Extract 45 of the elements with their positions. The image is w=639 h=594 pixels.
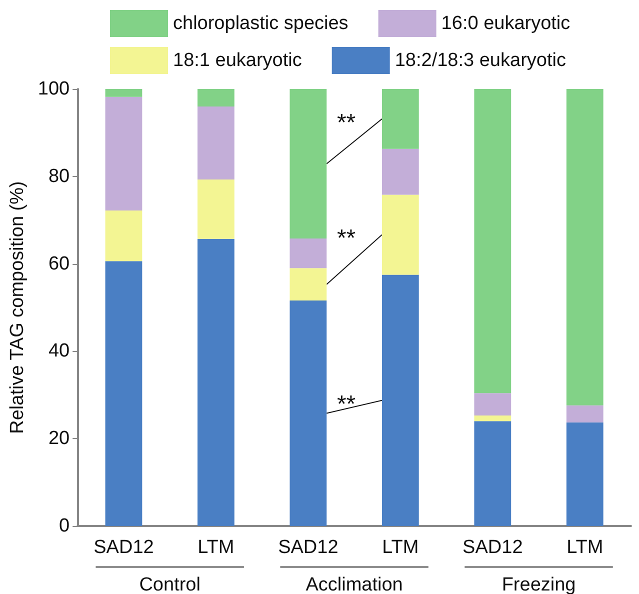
- bar: [105, 210, 142, 262]
- text: Acclimation: [306, 574, 403, 594]
- bar: [382, 89, 419, 149]
- x-tick-label: SAD12: [462, 537, 523, 558]
- bar: [198, 89, 234, 106]
- bar: [290, 268, 327, 301]
- bar: [198, 179, 234, 239]
- y-tick-label: 80: [48, 166, 70, 187]
- bar: [105, 261, 142, 526]
- legend-label: 16:0 eukaryotic: [441, 13, 570, 34]
- bar: [198, 238, 234, 526]
- y-tick-label: 20: [48, 428, 70, 450]
- x-tick-label: LTM: [382, 537, 419, 558]
- legend-label: 18:1 eukaryotic: [173, 50, 302, 71]
- annotation: **: [336, 390, 356, 418]
- bar: [566, 89, 604, 406]
- bar: [474, 89, 512, 394]
- y-tick-label: 100: [38, 78, 70, 100]
- bar: [382, 194, 419, 275]
- bar: [566, 422, 604, 526]
- bar: [198, 106, 234, 180]
- x-tick-label: SAD12: [94, 537, 154, 558]
- y-tick-label: 60: [48, 253, 70, 274]
- x-tick-label: LTM: [198, 537, 234, 558]
- bar: [474, 393, 512, 416]
- annotation: **: [336, 109, 356, 136]
- bar: [474, 415, 512, 422]
- legend-label: 18:2/18:3 eukaryotic: [394, 50, 566, 71]
- y-tick-label: 0: [59, 516, 70, 536]
- bar: [105, 89, 142, 97]
- y-axis-title: Relative TAG composition (%): [7, 181, 28, 434]
- bar: [290, 300, 327, 526]
- text: Control: [139, 574, 200, 594]
- bar: [382, 148, 419, 195]
- x-tick-label: SAD12: [278, 537, 338, 558]
- y-tick-label: 40: [48, 340, 70, 362]
- bar: [566, 405, 604, 422]
- legend-label: chloroplastic species: [173, 13, 348, 34]
- x-tick-label: LTM: [566, 537, 604, 558]
- bar: [474, 421, 512, 526]
- bar: [290, 89, 327, 238]
- annotation: **: [336, 225, 356, 252]
- bar: [290, 238, 327, 268]
- bar: [382, 274, 419, 526]
- bar: [105, 96, 142, 210]
